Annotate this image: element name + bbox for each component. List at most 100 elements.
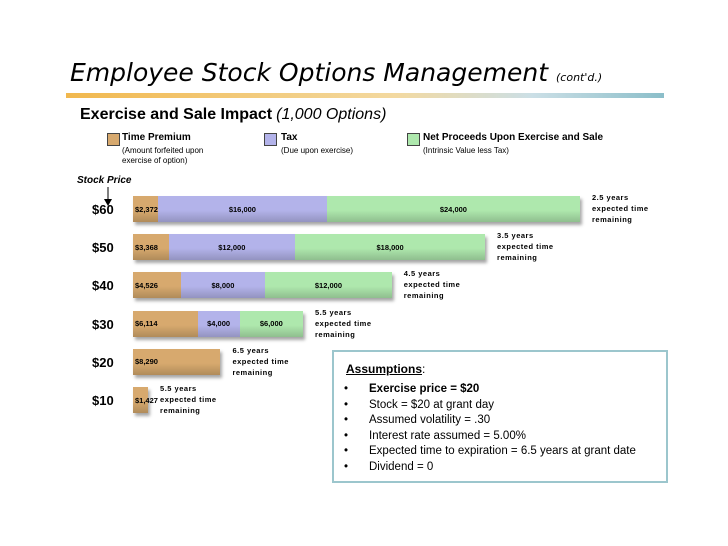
bullet-icon: •: [344, 383, 349, 395]
assumption-item: • Interest rate assumed = 5.00%: [344, 429, 636, 445]
bar-segment-net-proceeds: $12,000: [265, 272, 392, 299]
chart-title: Exercise and Sale Impact (1,000 Options): [80, 106, 386, 124]
legend-label-tax: Tax: [281, 132, 298, 143]
stock-price-label: $60: [92, 202, 114, 217]
legend-label-net-proceeds: Net Proceeds Upon Exercise and Sale: [423, 132, 604, 143]
bar-segment-tax: $16,000: [158, 196, 327, 222]
bar-segment-time-premium: $3,368: [133, 234, 169, 261]
time-remaining-note-line: remaining: [315, 329, 356, 339]
assumption-text: Exercise price = $20: [369, 383, 480, 395]
title-suffix: (cont'd.): [556, 71, 603, 84]
stock-price-label: $10: [92, 393, 114, 408]
time-remaining-note: 4.5 years expected time remaining: [404, 268, 461, 301]
assumption-text: Expected time to expiration = 6.5 years …: [369, 445, 636, 457]
assumptions-box: Assumptions: • Exercise price = $20 • Stock…: [332, 350, 668, 483]
stacked-bar: $1,427: [133, 387, 158, 413]
bar-segment-time-premium: $2,372: [133, 196, 159, 222]
legend-note-tax: (Due upon exercise): [281, 146, 354, 155]
assumption-item: • Exercise price = $20: [344, 382, 636, 398]
time-remaining-note-line: remaining: [592, 215, 633, 224]
bullet-icon: •: [344, 414, 349, 426]
assumption-item: • Assumed volatility = .30: [344, 413, 636, 429]
axis-label-stock-price: Stock Price: [77, 175, 132, 186]
data-label-time-premium: $4,526: [135, 280, 158, 290]
bar-segment-tax: $8,000: [180, 272, 266, 299]
time-remaining-note-line: 4.5 years: [403, 269, 441, 279]
bar-segment-time-premium: $1,427: [133, 387, 158, 413]
time-remaining-note-line: 5.5 years: [315, 307, 352, 317]
data-label-net-proceeds: $18,000: [376, 242, 404, 252]
time-remaining-note-line: 3.5 years: [497, 231, 534, 241]
legend-swatch-net-proceeds: [407, 133, 420, 146]
assumption-text: Assumed volatility = .30: [369, 414, 491, 426]
data-label-net-proceeds: $6,000: [259, 319, 283, 329]
title-divider: [66, 93, 664, 98]
time-remaining-note-line: expected time: [232, 356, 289, 366]
bullet-icon: •: [344, 445, 349, 457]
bar-segment-net-proceeds: $24,000: [326, 196, 580, 222]
data-label-tax: $4,000: [207, 319, 231, 329]
time-remaining-note-line: 2.5 years: [592, 193, 629, 202]
stacked-bar: $3,368 $12,000 $18,000: [133, 234, 486, 261]
bar-segment-time-premium: $8,290: [133, 348, 221, 375]
assumption-item: • Stock = $20 at grant day: [344, 398, 636, 414]
time-remaining-note: 5.5 years expected time remaining: [160, 383, 217, 416]
bullet-icon: •: [344, 429, 349, 442]
data-label-time-premium: $6,114: [135, 319, 158, 329]
time-remaining-note: 5.5 years expected time remaining: [315, 307, 372, 340]
data-label-tax: $16,000: [228, 204, 256, 214]
assumption-item: • Dividend = 0: [344, 460, 636, 476]
stock-price-label: $20: [92, 354, 114, 370]
page-title: Employee Stock Options Management (cont'd…: [70, 58, 602, 87]
assumption-text: Interest rate assumed = 5.00%: [369, 429, 526, 442]
bar-segment-time-premium: $4,526: [133, 272, 181, 299]
stacked-bar: $8,290: [133, 348, 221, 375]
assumption-item: • Expected time to expiration = 6.5 years…: [344, 444, 636, 460]
title-text: Employee Stock Options Management: [70, 58, 548, 87]
bullet-icon: •: [344, 460, 349, 473]
data-label-time-premium: $3,368: [135, 242, 158, 252]
time-remaining-note-line: expected time: [497, 242, 554, 252]
legend-note-time-premium: (Amount forfeited upon exercise of optio…: [122, 146, 204, 165]
data-label-time-premium: $2,372: [135, 204, 158, 214]
data-label-net-proceeds: $24,000: [439, 204, 467, 214]
data-label-time-premium: $8,290: [135, 357, 158, 367]
bar-segment-time-premium: $6,114: [133, 310, 198, 337]
stock-price-label: $50: [92, 240, 114, 256]
time-remaining-note-line: expected time: [592, 204, 649, 213]
assumptions-list: • Exercise price = $20 • Stock = $20 at gra…: [344, 382, 636, 475]
bar-segment-tax: $4,000: [197, 310, 240, 337]
data-label-net-proceeds: $12,000: [314, 280, 342, 290]
bar-segment-tax: $12,000: [168, 234, 296, 261]
data-label-time-premium: $1,427: [135, 395, 158, 405]
stock-price-label: $40: [92, 278, 114, 294]
stacked-bar: $4,526 $8,000 $12,000: [133, 272, 392, 299]
legend-swatch-time-premium: [107, 133, 120, 146]
time-remaining-note: 3.5 years expected time remaining: [497, 230, 554, 263]
time-remaining-note-line: expected time: [315, 318, 372, 328]
stacked-bar: $2,372 $16,000 $24,000: [133, 196, 580, 222]
stock-price-label: $30: [92, 316, 114, 332]
legend-swatch-tax: [264, 133, 277, 146]
time-remaining-note-line: expected time: [160, 395, 217, 404]
axis-arrow-icon: [104, 187, 112, 206]
chart-title-note: (1,000 Options): [276, 106, 387, 123]
time-remaining-note-line: remaining: [232, 367, 273, 377]
assumptions-heading: Assumptions:: [346, 362, 425, 376]
time-remaining-note-line: 5.5 years: [160, 384, 197, 393]
time-remaining-note: 2.5 years expected time remaining: [592, 192, 649, 225]
time-remaining-note: 6.5 years expected time remaining: [232, 345, 289, 378]
assumptions-heading-colon: :: [422, 362, 426, 376]
stacked-bar: $6,114 $4,000 $6,000: [133, 310, 303, 337]
legend-label-time-premium: Time Premium: [122, 132, 191, 143]
assumption-text: Dividend = 0: [369, 460, 434, 473]
bullet-icon: •: [344, 398, 349, 411]
assumption-text: Stock = $20 at grant day: [369, 398, 494, 411]
time-remaining-note-line: remaining: [160, 406, 201, 415]
bar-segment-net-proceeds: $6,000: [239, 310, 303, 337]
time-remaining-note-line: remaining: [403, 291, 445, 301]
bar-segment-net-proceeds: $18,000: [295, 234, 486, 261]
data-label-tax: $12,000: [218, 242, 246, 252]
legend-note-net-proceeds: (Intrinsic Value less Tax): [423, 146, 509, 155]
data-label-tax: $8,000: [211, 280, 235, 290]
